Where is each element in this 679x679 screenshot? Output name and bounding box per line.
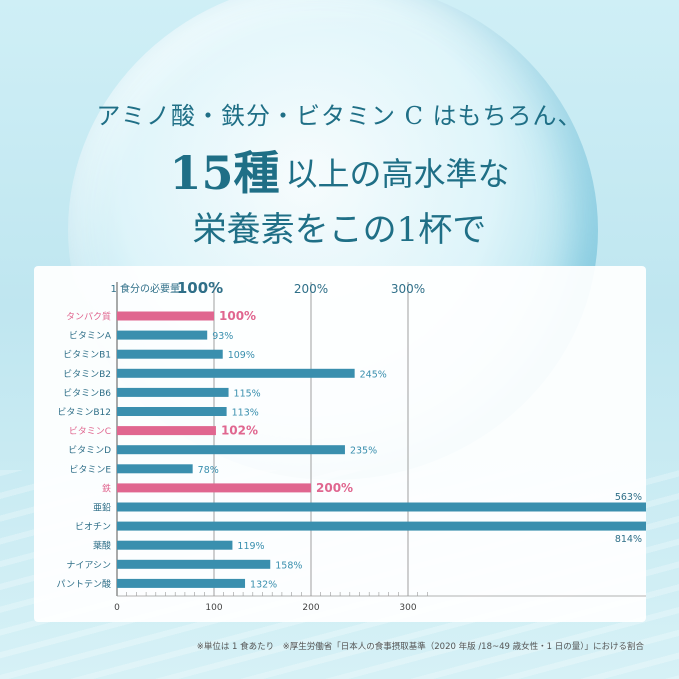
bar (117, 540, 233, 550)
bar (117, 578, 246, 588)
bar (117, 330, 208, 340)
category-label: 鉄 (102, 482, 111, 494)
x-tick-label: 0 (114, 603, 120, 613)
header-tick-label: 200% (294, 282, 328, 296)
headline-big: 15種 (169, 146, 280, 200)
category-label: ビタミンB2 (63, 369, 111, 380)
headline-line2: 15種 以上の高水準な (0, 137, 679, 203)
value-label: 158% (275, 560, 302, 571)
value-label: 132% (250, 579, 277, 590)
headline-line2-rest: 以上の高水準な (285, 155, 510, 193)
x-tick-label: 300 (399, 603, 416, 613)
bar (117, 311, 214, 321)
category-label: ビオチン (75, 522, 111, 533)
value-label: 245% (360, 369, 387, 380)
bar (117, 368, 355, 378)
value-label: 102% (221, 424, 258, 438)
value-label: 109% (228, 350, 255, 361)
chart-card: 0 100 200 300 1 食分の必要量 100% 200% 300% タンパク質 100% ビ… (34, 266, 646, 622)
category-label: パントテン酸 (57, 579, 111, 590)
value-label: 235% (350, 446, 377, 457)
value-label: 119% (237, 541, 264, 552)
category-label: ナイアシン (66, 560, 111, 571)
category-label: ビタミンE (69, 464, 111, 475)
bar (117, 349, 223, 359)
value-label: 93% (212, 331, 233, 342)
headline-line3: 栄養素をこの1杯で (192, 210, 487, 250)
bar (117, 445, 345, 455)
bar (117, 387, 229, 397)
value-label: 115% (234, 388, 261, 399)
header-label: 1 食分の必要量 (110, 282, 180, 295)
header-tick-label: 300% (391, 282, 425, 296)
value-label: 814% (615, 534, 642, 545)
bar (117, 426, 216, 436)
footnote: ※単位は 1 食あたり ※厚生労働省「日本人の食事摂取基準（2020 年版 /1… (196, 642, 644, 652)
x-tick-label: 200 (302, 603, 319, 613)
value-label: 78% (198, 465, 219, 476)
category-label: 葉酸 (93, 540, 111, 552)
x-tick-label: 100 (205, 603, 222, 613)
category-label: タンパク質 (66, 311, 111, 323)
header-tick-label: 100% (177, 279, 223, 297)
value-label: 113% (232, 408, 259, 419)
bar (117, 521, 646, 531)
category-label: ビタミンB6 (63, 388, 111, 399)
bar (117, 559, 271, 569)
bar (117, 483, 311, 493)
value-label: 563% (615, 492, 642, 503)
bar (117, 407, 227, 416)
category-label: ビタミンC (69, 426, 111, 437)
category-label: ビタミンA (69, 331, 112, 342)
category-label: 亜鉛 (93, 502, 111, 514)
value-label: 100% (219, 309, 256, 323)
category-label: ビタミンB12 (57, 407, 111, 418)
headline-line1: アミノ酸・鉄分・ビタミン C はもちろん、 (96, 102, 583, 130)
category-label: ビタミンD (68, 445, 111, 456)
value-label: 200% (316, 481, 353, 495)
bar (117, 464, 193, 474)
category-label: ビタミンB1 (63, 350, 111, 361)
bar (117, 502, 646, 512)
